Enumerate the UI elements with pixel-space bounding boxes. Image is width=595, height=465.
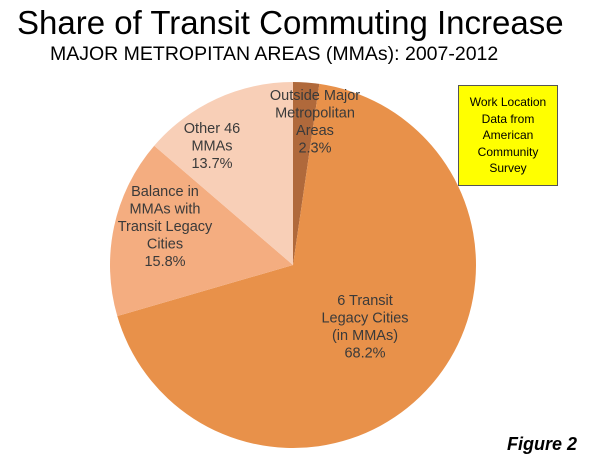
slice-label-line: Metropolitan xyxy=(275,106,355,122)
slice-label: Outside Major Metropolitan Areas 2.3% xyxy=(270,88,360,157)
note-line: Work Location xyxy=(469,95,547,110)
slice-label-line: MMAs xyxy=(191,139,232,155)
slice-label-line: Legacy Cities xyxy=(321,311,408,327)
chart-title: Share of Transit Commuting Increase xyxy=(17,4,564,41)
slice-label-line: Transit Legacy xyxy=(118,219,213,235)
slice-label-line: 15.8% xyxy=(144,254,185,270)
slice-label: Balance in MMAs with Transit Legacy Cities 1… xyxy=(118,184,213,270)
slice-label: Other 46 MMAs 13.7% xyxy=(184,121,240,172)
slice-label-line: 68.2% xyxy=(344,346,385,362)
slice-label-line: 6 Transit xyxy=(337,293,393,309)
chart-subtitle: MAJOR METROPITAN AREAS (MMAs): 2007-2012 xyxy=(50,43,499,65)
pie-slice xyxy=(293,82,320,265)
note-line: American xyxy=(482,128,534,143)
slice-label-line: MMAs with xyxy=(130,202,201,218)
note-line: Community xyxy=(477,144,539,159)
slice-label-line: 13.7% xyxy=(191,156,232,172)
note-line: Survey xyxy=(489,161,527,176)
slice-label-line: (in MMAs) xyxy=(332,328,398,344)
slice-label-line: 2.3% xyxy=(298,141,331,157)
slice-label: 6 Transit Legacy Cities (in MMAs) 68.2% xyxy=(321,293,408,362)
pie-slice xyxy=(154,82,293,265)
note-line: Data from xyxy=(481,111,535,126)
slice-label-line: Areas xyxy=(296,123,334,139)
figure-label: Figure 2 xyxy=(506,434,577,454)
pie-slice xyxy=(117,83,477,449)
pie-slice xyxy=(110,145,293,317)
data-source-note: Work Location Data from American Communi… xyxy=(458,85,558,186)
slice-label-line: Balance in xyxy=(131,184,199,200)
slice-label-line: Outside Major xyxy=(270,88,360,104)
slice-label-line: Cities xyxy=(147,237,183,253)
slice-label-line: Other 46 xyxy=(184,121,240,137)
